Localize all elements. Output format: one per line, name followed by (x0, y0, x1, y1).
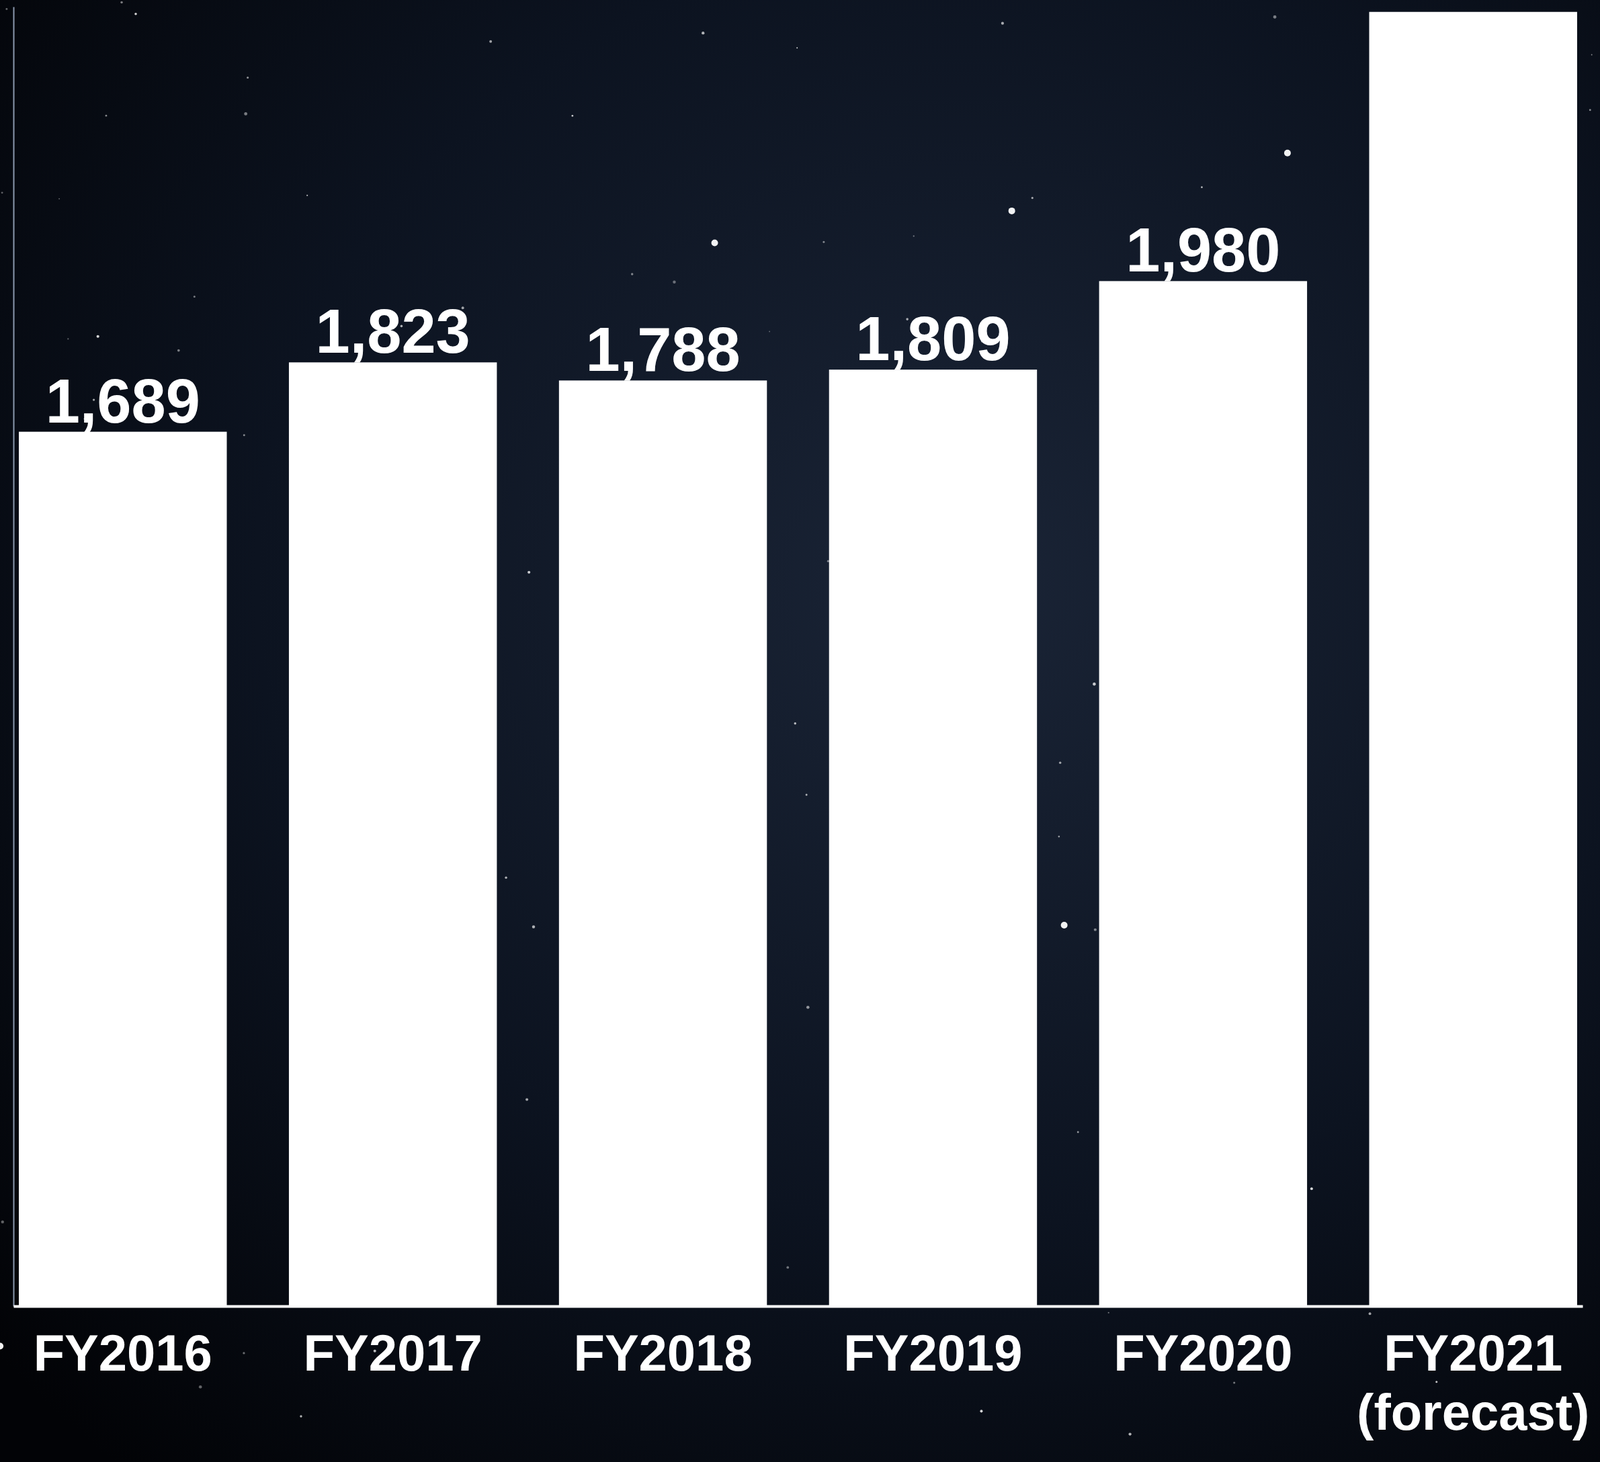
star (306, 194, 308, 197)
background (0, 0, 1600, 1462)
star (527, 571, 531, 574)
star (504, 876, 507, 879)
x-tick: FY2016 (33, 1306, 213, 1382)
star (1008, 207, 1016, 215)
star (1061, 921, 1068, 929)
star (198, 1385, 203, 1389)
star (822, 241, 825, 244)
star (1059, 762, 1062, 765)
bar (829, 369, 1037, 1307)
star (134, 12, 138, 16)
star (1273, 15, 1277, 19)
plot: FY2016 FY2017 FY2018 FY2019 FY2020 FY2021(for… (14, 7, 1590, 1442)
star (711, 239, 719, 246)
x-tick-label: FY2017 (303, 1324, 483, 1382)
data-label: 1,788 (585, 315, 740, 384)
bar (559, 380, 767, 1307)
star (794, 722, 797, 725)
star (58, 198, 60, 200)
x-tick-label: FY2018 (573, 1324, 752, 1382)
star (525, 1098, 529, 1101)
star (96, 335, 100, 339)
star (489, 40, 492, 44)
chart: FY2016 FY2017 FY2018 FY2019 FY2020 FY2021(for… (0, 0, 1600, 1462)
x-tick: FY2019 (843, 1306, 1023, 1382)
star (243, 112, 248, 116)
star (0, 1343, 4, 1351)
x-tick-label: FY2019 (843, 1324, 1023, 1382)
x-tick: FY2021(forecast) (1356, 1306, 1590, 1441)
star (913, 235, 915, 237)
y-axis (13, 7, 15, 1308)
x-tick: FY2020 (1113, 1306, 1293, 1382)
star (246, 76, 249, 79)
bar (1369, 12, 1578, 1307)
star (120, 1, 123, 5)
star (1108, 1312, 1110, 1314)
star (1589, 108, 1592, 111)
star (1368, 1312, 1372, 1316)
x-tick: FY2018 (573, 1306, 752, 1382)
star (1092, 682, 1097, 687)
data-label: 1,689 (45, 366, 201, 436)
star (299, 1415, 302, 1418)
star (630, 272, 634, 275)
star (571, 114, 574, 117)
star (979, 1409, 983, 1413)
bar (18, 432, 227, 1307)
star (105, 114, 108, 117)
star (177, 349, 181, 353)
star (806, 1005, 810, 1010)
star (1, 191, 4, 194)
x-tick-label: FY2016 (33, 1324, 213, 1382)
star (1, 1220, 5, 1224)
star (796, 47, 798, 49)
stars (0, 1, 1593, 1437)
star (805, 793, 808, 796)
star (1031, 196, 1034, 199)
star (1077, 1131, 1080, 1134)
star (193, 295, 196, 298)
bars (18, 12, 1578, 1307)
star (5, 8, 8, 11)
star (243, 434, 246, 437)
star (1200, 186, 1203, 189)
star (1093, 928, 1097, 932)
star (672, 280, 677, 285)
data-label: 1,809 (855, 304, 1010, 373)
bar (288, 362, 497, 1307)
y-axis-line (13, 7, 15, 1308)
x-axis-line (14, 1305, 1584, 1309)
x-axis: FY2016 FY2017 FY2018 FY2019 FY2020 FY2021(for… (14, 1306, 1590, 1441)
x-tick-label: FY2020 (1113, 1324, 1293, 1382)
star (1001, 22, 1004, 25)
star (242, 1352, 245, 1355)
star (1284, 149, 1291, 157)
data-label: 1,980 (1125, 215, 1281, 285)
x-tick: FY2017 (303, 1306, 483, 1382)
star (1591, 53, 1593, 56)
star (1128, 1432, 1131, 1436)
data-label: 1,823 (315, 297, 471, 366)
star (532, 925, 535, 929)
star (768, 331, 771, 333)
star (1310, 1187, 1314, 1191)
star (67, 338, 69, 340)
star (827, 560, 830, 563)
star (701, 31, 705, 35)
bar (1099, 280, 1308, 1307)
star (786, 1266, 789, 1270)
star (1233, 1381, 1236, 1384)
data-labels: 1,689 1,823 1,788 1,809 1,980 (45, 215, 1281, 435)
x-tick-label: FY2021(forecast) (1356, 1324, 1590, 1441)
star (1057, 835, 1060, 838)
